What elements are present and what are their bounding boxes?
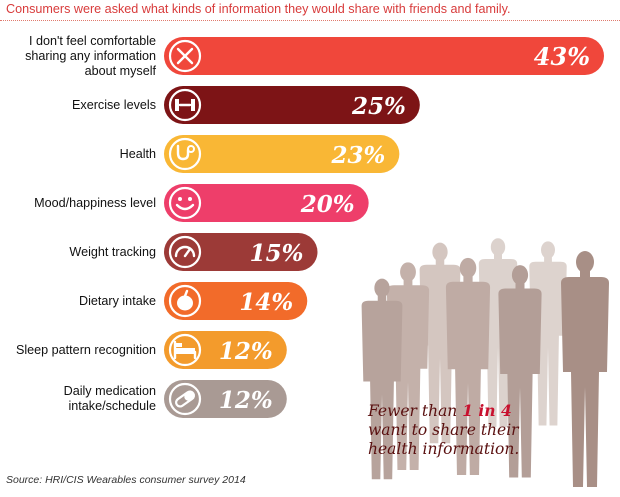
pill-icon bbox=[168, 382, 202, 416]
value-label: 25% bbox=[351, 93, 406, 120]
smiley-icon bbox=[168, 186, 202, 220]
title-divider bbox=[0, 20, 620, 22]
callout-text: Fewer than 1 in 4 want to share their he… bbox=[368, 401, 520, 458]
bar bbox=[164, 331, 287, 369]
value-label: 23% bbox=[330, 142, 385, 169]
value-label: 12% bbox=[219, 338, 273, 365]
category-label: Health bbox=[119, 146, 156, 161]
category-label: Daily medication intake/schedule bbox=[63, 384, 156, 413]
category-label: Weight tracking bbox=[69, 244, 156, 259]
apple-icon bbox=[168, 284, 202, 318]
chart-title: Consumers were asked what kinds of infor… bbox=[6, 2, 511, 16]
bar bbox=[164, 282, 308, 320]
bed-icon bbox=[168, 333, 202, 367]
person-silhouette bbox=[361, 278, 403, 480]
value-label: 14% bbox=[239, 289, 293, 316]
speedometer-icon bbox=[168, 235, 202, 269]
stethoscope-icon bbox=[168, 137, 202, 171]
dumbbell-icon bbox=[168, 88, 202, 122]
category-label: Sleep pattern recognition bbox=[15, 342, 156, 357]
bar bbox=[164, 135, 400, 173]
person-silhouette bbox=[498, 265, 542, 478]
callout-highlight: 1 in 4 bbox=[462, 401, 512, 420]
value-label: 43% bbox=[534, 42, 590, 71]
category-label: Exercise levels bbox=[72, 97, 156, 112]
person-silhouette bbox=[561, 251, 609, 487]
bar bbox=[164, 37, 604, 75]
value-label: 12% bbox=[219, 387, 273, 414]
source-note: Source: HRI/CIS Wearables consumer surve… bbox=[6, 474, 246, 486]
bar bbox=[164, 380, 287, 418]
value-label: 20% bbox=[300, 191, 355, 218]
bar bbox=[164, 233, 318, 271]
x-icon bbox=[168, 39, 202, 73]
category-label: Mood/happiness level bbox=[34, 195, 156, 210]
people-silhouettes-illustration bbox=[361, 238, 609, 487]
person-silhouette bbox=[445, 257, 491, 475]
bar bbox=[164, 184, 369, 222]
category-label: I don't feel comfortable sharing any inf… bbox=[25, 33, 156, 78]
value-label: 15% bbox=[250, 240, 304, 267]
category-label: Dietary intake bbox=[79, 293, 156, 308]
bar bbox=[164, 86, 420, 124]
